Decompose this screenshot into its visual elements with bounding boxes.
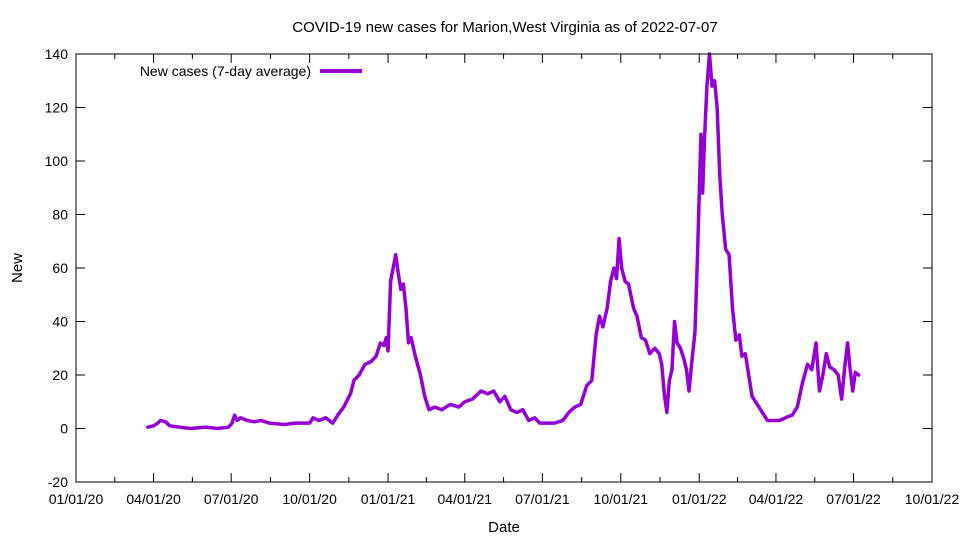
x-tick-label: 10/01/20 [282, 491, 337, 507]
x-tick-label: 04/01/22 [749, 491, 804, 507]
series-layer [145, 52, 861, 431]
x-tick-label: 04/01/20 [126, 491, 181, 507]
x-axis: 01/01/20 04/01/20 07/01/20 10/01/20 01/01/21… [49, 54, 960, 507]
chart-title: COVID-19 new cases for Marion,West Virgi… [292, 19, 717, 36]
x-tick-label: 10/01/22 [905, 491, 960, 507]
x-tick-label: 01/01/21 [361, 491, 416, 507]
y-tick-label: 20 [52, 367, 68, 383]
y-tick-label: 60 [52, 260, 68, 276]
y-tick-label: 120 [45, 100, 69, 116]
legend-label: New cases (7-day average) [140, 63, 311, 79]
y-tick-label: 40 [52, 314, 68, 330]
plot-frame [75, 53, 933, 483]
x-tick-label: 07/01/22 [826, 491, 881, 507]
x-tick-label: 07/01/21 [515, 491, 570, 507]
x-tick-label: 07/01/20 [204, 491, 259, 507]
x-tick-label: 01/01/20 [49, 491, 104, 507]
y-tick-label: 80 [52, 207, 68, 223]
x-tick-label: 01/01/22 [672, 491, 727, 507]
y-tick-label: 0 [60, 421, 68, 437]
y-axis: -20 0 20 40 60 80 100 120 140 [45, 46, 932, 490]
y-axis-title: New [9, 253, 26, 283]
x-tick-label: 10/01/21 [594, 491, 649, 507]
x-tick-label: 04/01/21 [438, 491, 493, 507]
y-tick-label: 100 [45, 153, 69, 169]
y-tick-label: 140 [45, 46, 69, 62]
legend: New cases (7-day average) [140, 63, 362, 79]
x-axis-title: Date [488, 519, 520, 536]
series-line [145, 52, 861, 431]
y-tick-label: -20 [48, 474, 68, 490]
